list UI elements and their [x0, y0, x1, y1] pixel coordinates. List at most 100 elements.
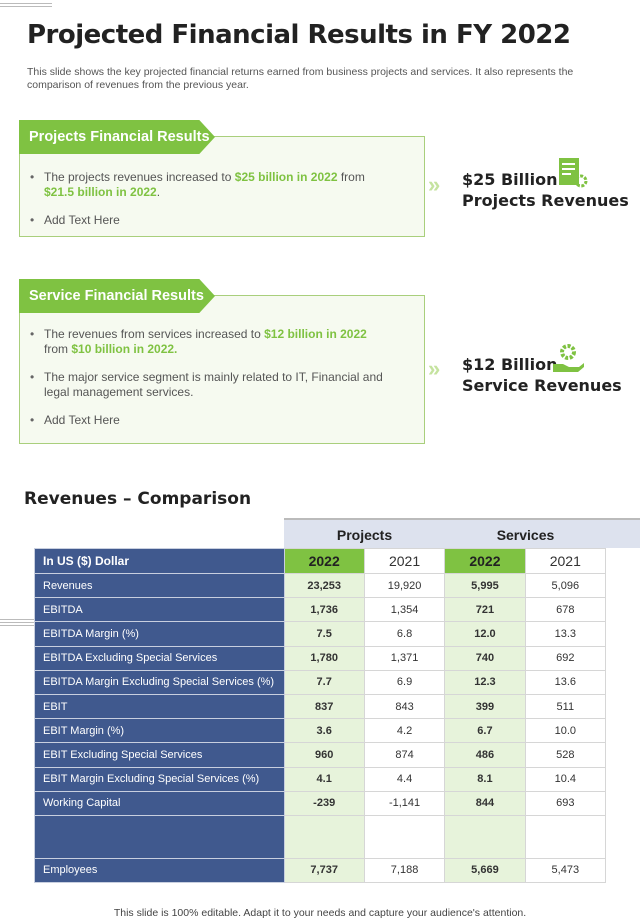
- table-cell: 511: [524, 693, 607, 720]
- services-heading: Service Financial Results: [19, 279, 215, 313]
- table-row: EBIT Margin Excluding Special Services (…: [34, 766, 607, 792]
- table-cell: 6.8: [363, 621, 446, 647]
- hand-gear-icon: [553, 344, 584, 372]
- footer-note: This slide is 100% editable. Adapt it to…: [113, 907, 527, 919]
- group-header-band: Projects Services: [284, 518, 640, 548]
- table-cell: 1,780: [283, 645, 365, 671]
- table-cell: 7.5: [283, 621, 365, 647]
- table-row: EBIT Margin (%) 3.6 4.2 6.7 10.0: [34, 718, 607, 744]
- row-label: EBIT: [34, 693, 285, 720]
- decor-line: [0, 6, 52, 7]
- table-cell: 740: [444, 645, 526, 671]
- row-label: EBIT Margin Excluding Special Services (…: [34, 766, 285, 792]
- table-cell: 10.4: [524, 766, 607, 792]
- decor-line: [0, 622, 36, 623]
- table-cell: 7.7: [283, 669, 365, 695]
- table-cell: 7,188: [363, 857, 446, 884]
- table-cell: 486: [444, 742, 526, 768]
- table-cell: [444, 814, 526, 859]
- services-stat: $12 Billion Service Revenues: [462, 355, 622, 395]
- table-cell: 10.0: [524, 718, 607, 744]
- group-projects: Projects: [336, 527, 393, 543]
- row-label: EBIT Excluding Special Services: [34, 742, 285, 768]
- document-gear-icon: [559, 158, 588, 188]
- projects-bullet-1: The projects revenues increased to $25 b…: [30, 170, 384, 200]
- services-bullet-3: Add Text Here: [30, 413, 384, 428]
- table-cell: 12.3: [444, 669, 526, 695]
- table-row: EBITDA 1,736 1,354 721 678: [34, 597, 607, 623]
- row-label: EBITDA: [34, 597, 285, 623]
- table-cell: 874: [363, 742, 446, 768]
- table-cell: 721: [444, 597, 526, 623]
- table-cell: 837: [283, 693, 365, 720]
- table-cell: 692: [524, 645, 607, 671]
- table-cell: [363, 814, 446, 859]
- table-cell: 528: [524, 742, 607, 768]
- table-cell: 3.6: [283, 718, 365, 744]
- table-row: EBITDA Margin (%) 7.5 6.8 12.0 13.3: [34, 621, 607, 647]
- chevron-right-icon: »: [428, 172, 441, 197]
- services-bullet-1: The revenues from services increased to …: [30, 327, 384, 357]
- row-label: Employees: [34, 857, 285, 884]
- table-cell: 843: [363, 693, 446, 720]
- decor-line: [0, 625, 36, 626]
- row-label: EBITDA Margin (%): [34, 621, 285, 647]
- revenues-comparison-table: In US ($) Dollar 2022 2021 2022 2021 Revenues…: [34, 548, 607, 884]
- table-row: EBIT Excluding Special Services 960 874 486…: [34, 742, 607, 768]
- page-subtitle: This slide shows the key projected finan…: [27, 66, 574, 91]
- projects-box: The projects revenues increased to $25 b…: [19, 136, 425, 237]
- table-cell: 5,473: [524, 857, 607, 884]
- table-cell: 6.9: [363, 669, 446, 695]
- table-cell: 5,096: [524, 572, 607, 599]
- table-header-row: In US ($) Dollar 2022 2021 2022 2021: [34, 548, 607, 574]
- table-cell: 7,737: [283, 857, 365, 884]
- services-box: The revenues from services increased to …: [19, 295, 425, 444]
- table-cell: 693: [524, 790, 607, 816]
- row-label: Revenues: [34, 572, 285, 599]
- table-cell: 4.1: [283, 766, 365, 792]
- year-header: 2022: [444, 548, 526, 574]
- table-cell: 6.7: [444, 718, 526, 744]
- row-label: EBITDA Margin Excluding Special Services…: [34, 669, 285, 695]
- table-cell: 1,736: [283, 597, 365, 623]
- projects-stat: $25 Billion Projects Revenues: [462, 170, 629, 210]
- chevron-right-icon: »: [428, 356, 441, 381]
- services-bullet-2: The major service segment is mainly rela…: [30, 370, 384, 400]
- table-cell: -1,141: [363, 790, 446, 816]
- label-header: In US ($) Dollar: [34, 548, 285, 574]
- page-title: Projected Financial Results in FY 2022: [27, 20, 571, 50]
- table-row: Employees 7,737 7,188 5,669 5,473: [34, 857, 607, 884]
- table-cell: 5,669: [444, 857, 526, 884]
- table-cell: 13.6: [524, 669, 607, 695]
- table-cell: [283, 814, 365, 859]
- year-header: 2021: [524, 548, 607, 574]
- table-cell: 5,995: [444, 572, 526, 599]
- table-cell: 960: [283, 742, 365, 768]
- projects-bullet-2: Add Text Here: [30, 213, 384, 228]
- table-row: Working Capital -239 -1,141 844 693: [34, 790, 607, 816]
- decor-line: [0, 3, 52, 4]
- table-row: EBIT 837 843 399 511: [34, 693, 607, 720]
- table-cell: 1,354: [363, 597, 446, 623]
- table-cell: 23,253: [283, 572, 365, 599]
- table-row: EBITDA Margin Excluding Special Services…: [34, 669, 607, 695]
- row-label: [34, 814, 285, 859]
- table-row: [34, 814, 607, 859]
- table-cell: 8.1: [444, 766, 526, 792]
- row-label: EBITDA Excluding Special Services: [34, 645, 285, 671]
- table-cell: 678: [524, 597, 607, 623]
- table-cell: 4.4: [363, 766, 446, 792]
- table-cell: 13.3: [524, 621, 607, 647]
- table-cell: 12.0: [444, 621, 526, 647]
- row-label: Working Capital: [34, 790, 285, 816]
- table-cell: 4.2: [363, 718, 446, 744]
- decor-line: [0, 619, 36, 620]
- projects-heading: Projects Financial Results: [19, 120, 215, 154]
- table-cell: -239: [283, 790, 365, 816]
- group-services: Services: [496, 527, 555, 543]
- row-label: EBIT Margin (%): [34, 718, 285, 744]
- table-cell: 1,371: [363, 645, 446, 671]
- table-cell: 19,920: [363, 572, 446, 599]
- comparison-heading: Revenues – Comparison: [24, 489, 252, 509]
- year-header: 2022: [283, 548, 365, 574]
